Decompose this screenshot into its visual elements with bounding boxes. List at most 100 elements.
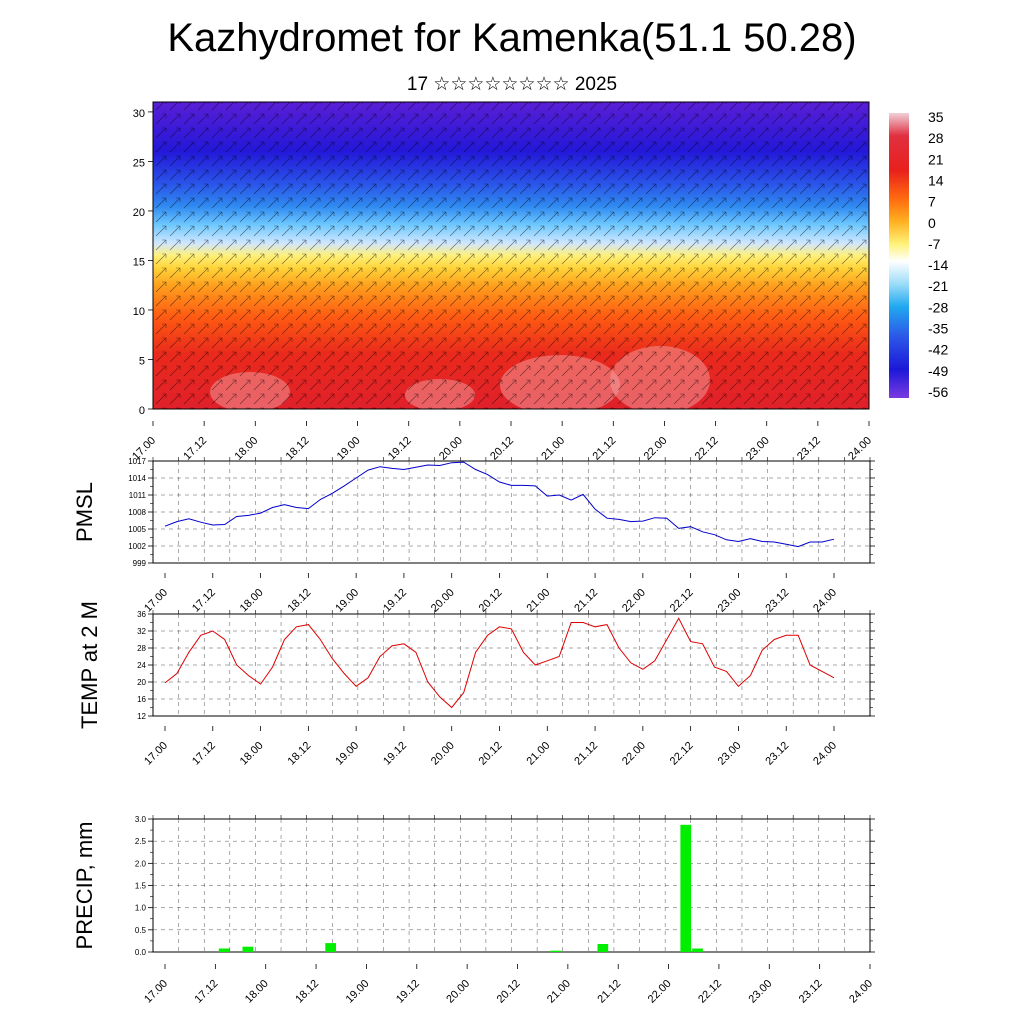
x-tick-label: 17.00 <box>142 587 170 615</box>
x-tick-label: 21.00 <box>524 587 552 615</box>
y-tick-label: 1011 <box>129 491 147 500</box>
colorbar-scale <box>889 113 909 398</box>
y-tick-label: 2.5 <box>135 837 147 846</box>
x-tick-label: 18.12 <box>286 740 314 768</box>
precip-bar <box>550 950 561 952</box>
precip-bar <box>218 948 230 952</box>
precip-bar <box>680 824 692 952</box>
colorbar-label: -7 <box>928 236 941 252</box>
x-tick-label: 22.12 <box>668 587 696 615</box>
x-tick-label: 20.00 <box>429 740 457 768</box>
x-tick-label: 17.12 <box>190 740 218 768</box>
colorbar-label: -49 <box>928 363 948 379</box>
y-tick-label: 36 <box>137 610 146 619</box>
x-tick-label: 17.12 <box>193 978 221 1006</box>
y-tick-label: 12 <box>137 712 146 721</box>
plot-frame <box>152 101 870 410</box>
colorbar-label: -42 <box>928 342 948 358</box>
x-tick-label: 20.00 <box>437 435 465 463</box>
x-tick-label: 23.12 <box>763 740 791 768</box>
x-tick-label: 19.12 <box>381 587 409 615</box>
x-tick-label: 18.12 <box>284 435 312 463</box>
x-tick-label: 20.12 <box>477 740 505 768</box>
x-tick-label: 24.00 <box>847 978 875 1006</box>
y-tick-label: 25 <box>133 157 145 169</box>
x-tick-label: 19.12 <box>394 978 422 1006</box>
x-tick-label: 21.00 <box>545 978 573 1006</box>
x-tick-label: 17.00 <box>142 978 170 1006</box>
x-tick-label: 24.00 <box>811 587 839 615</box>
x-tick-label: 21.00 <box>539 435 567 463</box>
y-tick-label: 0.5 <box>135 926 147 935</box>
x-tick-label: 23.00 <box>746 978 774 1006</box>
y-tick-label: 1.5 <box>135 882 147 891</box>
colorbar-label: 7 <box>928 194 936 210</box>
y-tick-label: 1002 <box>128 542 146 551</box>
x-tick-label: 19.00 <box>335 435 363 463</box>
chart-subtitle: 17 ☆☆☆☆☆☆☆☆ 2025 <box>406 74 618 95</box>
colorbar-label: -56 <box>928 384 948 400</box>
x-tick-label: 18.12 <box>286 587 314 615</box>
y-tick-label: 1.0 <box>135 904 147 913</box>
y-tick-label: 16 <box>137 695 146 704</box>
x-tick-label: 22.00 <box>620 587 648 615</box>
y-tick-label: 32 <box>137 627 146 636</box>
x-tick-label: 19.00 <box>333 587 361 615</box>
y-tick-label: 5 <box>139 355 145 367</box>
y-tick-label: 2.0 <box>135 859 147 868</box>
precip-bar <box>692 948 703 952</box>
x-tick-label: 18.00 <box>243 978 271 1006</box>
wind-barbs <box>153 102 869 409</box>
y-tick-label: 28 <box>137 644 146 653</box>
y-tick-label: 1014 <box>128 474 146 483</box>
x-tick-label: 17.12 <box>181 435 209 463</box>
x-tick-label: 18.00 <box>238 587 266 615</box>
x-tick-label: 23.00 <box>716 740 744 768</box>
y-axis-label: PMSL <box>72 482 97 542</box>
chart-title: Kazhydromet for Kamenka(51.1 50.28) <box>167 16 857 60</box>
colorbar-label: -35 <box>928 321 948 337</box>
colorbar-label: -14 <box>928 257 948 273</box>
precipitation-panel: 0.0 0.5 1.0 1.5 2.0 2.5 3.0 PRECIP, mm 17.00 17.1… <box>72 815 875 1006</box>
colorbar: 35 28 21 14 7 0 -7 -14 -21 -28 -35 -42 -49 -56 <box>889 109 948 400</box>
x-tick-label: 20.00 <box>444 978 472 1006</box>
y-tick-label: 15 <box>133 256 145 268</box>
x-tick-label: 22.12 <box>668 740 696 768</box>
x-tick-label: 18.12 <box>293 978 321 1006</box>
precip-bar <box>242 946 254 952</box>
series-line <box>164 461 835 548</box>
y-tick-label: 1017 <box>128 457 146 466</box>
x-tick-label: 20.12 <box>488 435 516 463</box>
x-tick-label: 21.00 <box>524 740 552 768</box>
x-tick-label: 19.12 <box>386 435 414 463</box>
precip-bar <box>597 944 609 952</box>
x-tick-label: 20.12 <box>495 978 523 1006</box>
x-tick-label: 18.00 <box>232 435 260 463</box>
x-tick-label: 22.12 <box>696 978 724 1006</box>
y-tick-label: 10 <box>133 306 145 318</box>
colorbar-label: -28 <box>928 299 948 315</box>
y-tick-label: 20 <box>137 678 146 687</box>
y-tick-label: 0.0 <box>135 948 147 957</box>
y-tick-label: 1005 <box>128 525 146 534</box>
x-tick-label: 24.00 <box>811 740 839 768</box>
y-tick-label: 3.0 <box>135 815 147 824</box>
x-tick-label: 17.00 <box>142 740 170 768</box>
x-tick-label: 22.00 <box>620 740 648 768</box>
x-tick-label: 20.12 <box>477 587 505 615</box>
y-tick-label: 0 <box>139 405 145 417</box>
x-tick-label: 19.00 <box>344 978 372 1006</box>
y-tick-label: 30 <box>133 108 145 120</box>
colorbar-label: 28 <box>928 130 944 146</box>
colorbar-label: 0 <box>928 215 936 231</box>
colorbar-label: 35 <box>928 109 944 125</box>
y-tick-label: 20 <box>133 207 145 219</box>
x-tick-label: 21.12 <box>572 740 600 768</box>
x-tick-label: 23.12 <box>797 978 825 1006</box>
y-tick-label: 1008 <box>128 508 146 517</box>
x-tick-label: 21.12 <box>595 978 623 1006</box>
temperature-panel: 12 16 20 24 28 32 36 TEMP at 2 M 17.00 17.12 18.00… <box>77 601 875 768</box>
x-tick-label: 19.12 <box>381 740 409 768</box>
